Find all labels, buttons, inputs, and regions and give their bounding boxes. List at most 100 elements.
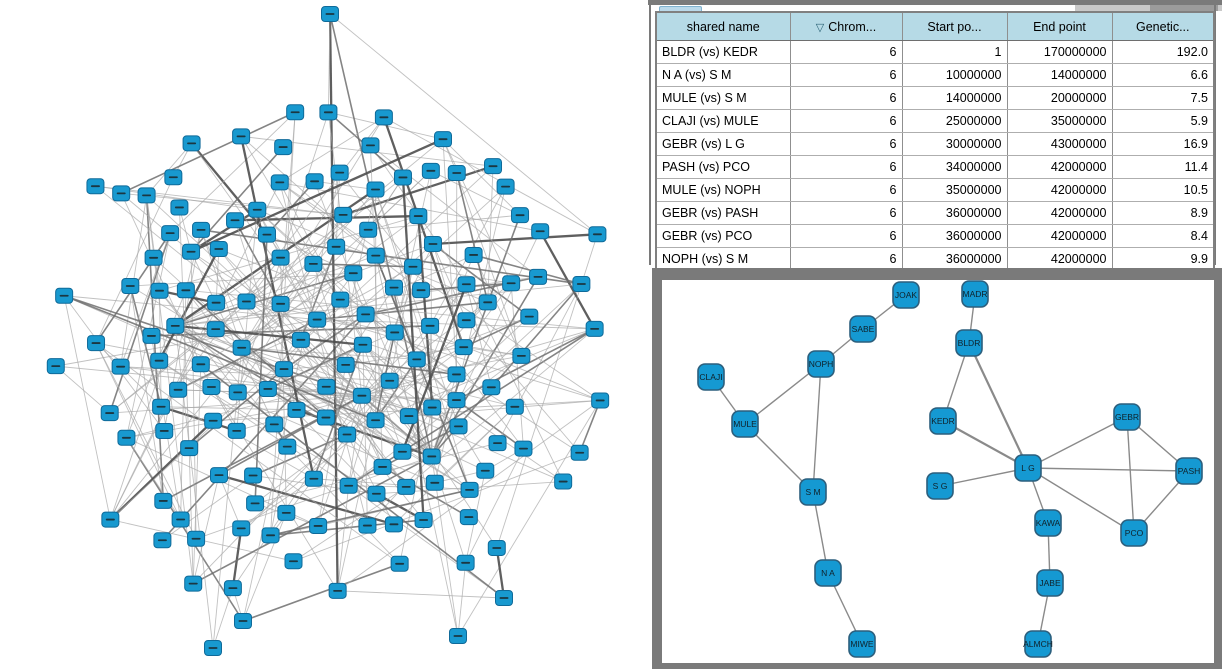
network-edge[interactable] — [241, 347, 417, 360]
network-edge[interactable] — [456, 328, 595, 401]
network-edge[interactable] — [284, 364, 346, 370]
table-cell[interactable]: 170000000 — [1006, 40, 1112, 64]
network-edge[interactable] — [145, 195, 165, 501]
network-edge[interactable] — [375, 328, 595, 421]
network-edge[interactable] — [192, 474, 220, 584]
network-node[interactable] — [397, 478, 416, 495]
network-node[interactable] — [257, 226, 276, 243]
network-node[interactable] — [202, 379, 221, 396]
main-network-view[interactable] — [0, 0, 648, 669]
table-cell[interactable]: 20000000 — [1006, 86, 1112, 110]
network-node[interactable] — [423, 399, 442, 416]
network-node[interactable] — [277, 504, 296, 521]
network-edge[interactable] — [442, 139, 457, 375]
network-edge[interactable] — [432, 243, 467, 321]
network-node[interactable] — [154, 492, 173, 509]
network-node[interactable] — [112, 185, 131, 202]
network-edge[interactable] — [329, 13, 598, 235]
network-node[interactable] — [423, 236, 442, 253]
table-cell[interactable]: 6 — [789, 63, 902, 87]
network-node[interactable] — [150, 352, 169, 369]
node-JABE[interactable]: JABE — [1036, 569, 1064, 597]
network-edge[interactable] — [180, 290, 187, 520]
network-edge[interactable] — [466, 319, 580, 454]
network-edge[interactable] — [270, 489, 470, 537]
node-KAWA[interactable]: KAWA — [1034, 509, 1062, 537]
table-row[interactable]: GEBR (vs) L G 6 30000000 43000000 16.9 — [656, 132, 1214, 156]
network-node[interactable] — [237, 293, 256, 310]
network-edge[interactable] — [374, 358, 418, 421]
edge-GEBR-PCO[interactable] — [1126, 416, 1135, 534]
network-node[interactable] — [422, 448, 441, 465]
network-node[interactable] — [321, 6, 339, 22]
network-node[interactable] — [55, 287, 74, 304]
network-edge[interactable] — [463, 283, 512, 348]
network-edge[interactable] — [429, 325, 524, 449]
network-node[interactable] — [484, 158, 503, 175]
network-node[interactable] — [166, 317, 185, 334]
network-edge[interactable] — [240, 136, 377, 256]
table-cell[interactable]: 42000000 — [1006, 201, 1112, 225]
network-edge[interactable] — [368, 214, 521, 231]
network-edge[interactable] — [279, 182, 368, 526]
network-edge[interactable] — [442, 138, 512, 284]
network-edge[interactable] — [162, 475, 254, 541]
network-edge[interactable] — [375, 189, 459, 427]
network-node[interactable] — [344, 265, 363, 282]
network-node[interactable] — [101, 511, 120, 528]
network-node[interactable] — [478, 294, 497, 311]
edge-LG-PASH[interactable] — [1027, 467, 1190, 472]
network-node[interactable] — [457, 312, 476, 329]
network-edge[interactable] — [431, 276, 539, 457]
table-cell[interactable]: 25000000 — [901, 109, 1007, 133]
network-edge[interactable] — [63, 295, 376, 421]
network-node[interactable] — [182, 243, 201, 260]
network-node[interactable] — [180, 440, 199, 457]
network-edge[interactable] — [393, 406, 516, 525]
network-node[interactable] — [317, 378, 336, 395]
network-edge[interactable] — [158, 248, 220, 362]
network-edge[interactable] — [431, 214, 521, 457]
table-cell[interactable]: 6 — [789, 247, 902, 272]
table-cell[interactable]: 1 — [901, 40, 1007, 64]
table-cell[interactable]: 6 — [789, 109, 902, 133]
network-node[interactable] — [366, 181, 385, 198]
network-node[interactable] — [512, 347, 531, 364]
edge-LG-GEBR[interactable] — [1027, 416, 1128, 469]
network-edge[interactable] — [432, 243, 530, 318]
network-edge[interactable] — [218, 474, 242, 529]
network-edge[interactable] — [192, 364, 202, 584]
network-node[interactable] — [356, 306, 375, 323]
network-node[interactable] — [572, 276, 591, 293]
table-cell[interactable]: 6.6 — [1111, 63, 1214, 87]
table-row[interactable]: PASH (vs) PCO 6 34000000 42000000 11.4 — [656, 155, 1214, 179]
network-node[interactable] — [554, 473, 573, 490]
network-node[interactable] — [232, 339, 251, 356]
table-row[interactable]: BLDR (vs) KEDR 6 1 170000000 192.0 — [656, 40, 1214, 64]
network-node[interactable] — [117, 429, 136, 446]
network-edge[interactable] — [495, 547, 506, 599]
node-ALMCH[interactable]: ALMCH — [1023, 630, 1053, 658]
table-cell[interactable]: 6 — [789, 155, 902, 179]
table-cell[interactable]: 30000000 — [901, 132, 1007, 156]
network-edge[interactable] — [120, 111, 296, 195]
network-edge[interactable] — [456, 399, 524, 450]
table-cell[interactable]: 35000000 — [901, 178, 1007, 202]
network-node[interactable] — [137, 187, 156, 204]
table-cell[interactable]: 14000000 — [901, 86, 1007, 110]
network-node[interactable] — [223, 580, 242, 597]
table-cell[interactable]: 35000000 — [1006, 109, 1112, 133]
network-edge[interactable] — [293, 452, 580, 562]
network-node[interactable] — [366, 412, 385, 429]
node-PCO[interactable]: PCO — [1120, 519, 1148, 547]
network-node[interactable] — [304, 255, 323, 272]
network-node[interactable] — [353, 336, 372, 353]
network-node[interactable] — [374, 109, 393, 126]
network-node[interactable] — [385, 279, 404, 296]
network-node[interactable] — [367, 485, 386, 502]
table-cell[interactable]: 43000000 — [1006, 132, 1112, 156]
network-edge[interactable] — [242, 563, 400, 622]
edge-LG-PCO[interactable] — [1027, 467, 1135, 534]
table-cell[interactable]: 8.4 — [1111, 224, 1214, 248]
network-node[interactable] — [327, 238, 346, 255]
